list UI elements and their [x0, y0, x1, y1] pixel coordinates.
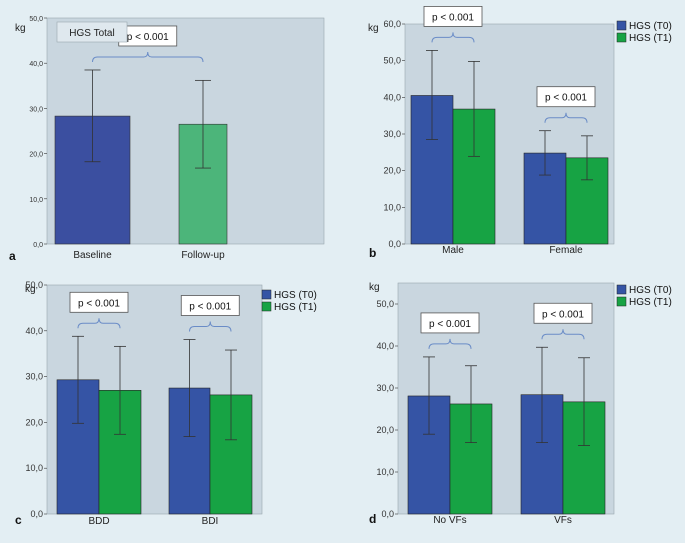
y-tick-label: 20,0 — [383, 166, 401, 176]
y-tick-label: 40,0 — [383, 92, 401, 102]
significance-bracket — [431, 32, 475, 43]
y-tick-label: 40,0 — [25, 326, 43, 336]
significance-bracket — [544, 112, 588, 123]
y-tick-label: 30,0 — [25, 372, 43, 382]
y-tick-label: 0,0 — [388, 239, 401, 249]
y-tick-label: 20,0 — [29, 152, 43, 159]
p-value-box — [536, 86, 596, 108]
category-label: Female — [549, 245, 583, 256]
y-tick-label: 40,0 — [376, 341, 394, 351]
legend-swatch — [616, 284, 627, 295]
chart-panel-d: kg 0,0 10,0 20,0 30,0 40,0 50,0 No VFs VFs p < 0.… — [369, 282, 672, 526]
series-label-box — [56, 21, 128, 43]
p-value-box — [69, 291, 129, 313]
y-tick-label: 0,0 — [33, 242, 43, 249]
chart-panel-b: kg 0,0 10,0 20,0 30,0 40,0 50,0 60,0 Male Female p… — [368, 6, 672, 260]
y-tick-label: 50,0 — [25, 280, 43, 290]
y-axis-label: kg — [369, 282, 380, 293]
p-value-label: p < 0.001 — [127, 32, 169, 43]
p-value-box — [533, 302, 593, 324]
p-value-label: p < 0.001 — [545, 93, 587, 104]
p-value-label: p < 0.001 — [432, 12, 474, 23]
y-tick-label: 50,0 — [376, 299, 394, 309]
legend-swatch — [616, 32, 627, 43]
panel-letter: b — [369, 246, 376, 260]
y-tick-label: 50,0 — [383, 56, 401, 66]
significance-bracket — [92, 51, 204, 63]
category-label: Follow-up — [181, 250, 225, 261]
y-tick-label: 20,0 — [25, 417, 43, 427]
panel-letter: c — [15, 513, 22, 527]
y-tick-label: 30,0 — [29, 106, 43, 113]
category-label: No VFs — [433, 515, 466, 526]
p-value-box — [420, 312, 480, 334]
y-tick-label: 20,0 — [376, 425, 394, 435]
series-label: HGS Total — [69, 28, 114, 39]
panel-letter: a — [9, 249, 16, 263]
significance-bracket — [428, 338, 472, 349]
legend-swatch — [261, 289, 272, 300]
y-tick-label: 0,0 — [30, 509, 43, 519]
legend-label: HGS (T0) — [629, 21, 672, 32]
legend-label: HGS (T1) — [274, 302, 317, 313]
y-axis-label: kg — [15, 23, 26, 34]
category-label: BDI — [202, 516, 219, 527]
y-axis-label: kg — [368, 23, 379, 34]
y-tick-label: 40,0 — [29, 61, 43, 68]
category-label: BDD — [88, 516, 109, 527]
y-tick-label: 30,0 — [383, 129, 401, 139]
legend-label: HGS (T0) — [274, 290, 317, 301]
legend-label: HGS (T1) — [629, 33, 672, 44]
p-value-label: p < 0.001 — [429, 319, 471, 330]
legend-swatch — [616, 20, 627, 31]
p-value-label: p < 0.001 — [78, 298, 120, 309]
chart-panel-c: kg 0,0 10,0 20,0 30,0 40,0 50,0 BDD BDI p < 0.001… — [15, 280, 317, 527]
legend-swatch — [616, 296, 627, 307]
legend-swatch — [261, 301, 272, 312]
y-axis-label: kg — [25, 284, 36, 295]
significance-bracket — [189, 321, 232, 332]
p-value-label: p < 0.001 — [189, 302, 231, 313]
y-tick-label: 10,0 — [29, 197, 43, 204]
p-value-label: p < 0.001 — [542, 309, 584, 320]
y-tick-label: 10,0 — [25, 463, 43, 473]
y-tick-label: 60,0 — [383, 19, 401, 29]
y-tick-label: 10,0 — [383, 202, 401, 212]
category-label: Baseline — [73, 250, 112, 261]
chart-panel-a: kg 0,0 10,0 20,0 30,0 40,0 50,0 Baseline Follow-… — [9, 16, 325, 263]
y-tick-label: 30,0 — [376, 383, 394, 393]
y-tick-label: 10,0 — [376, 467, 394, 477]
legend-label: HGS (T0) — [629, 285, 672, 296]
category-label: VFs — [554, 515, 572, 526]
p-value-box — [423, 6, 483, 27]
panel-letter: d — [369, 512, 376, 526]
p-value-box — [180, 295, 240, 316]
legend-label: HGS (T1) — [629, 297, 672, 308]
category-label: Male — [442, 245, 464, 256]
significance-bracket — [541, 329, 585, 340]
y-tick-label: 50,0 — [29, 16, 43, 23]
significance-bracket — [77, 318, 121, 329]
y-tick-label: 0,0 — [381, 509, 394, 519]
